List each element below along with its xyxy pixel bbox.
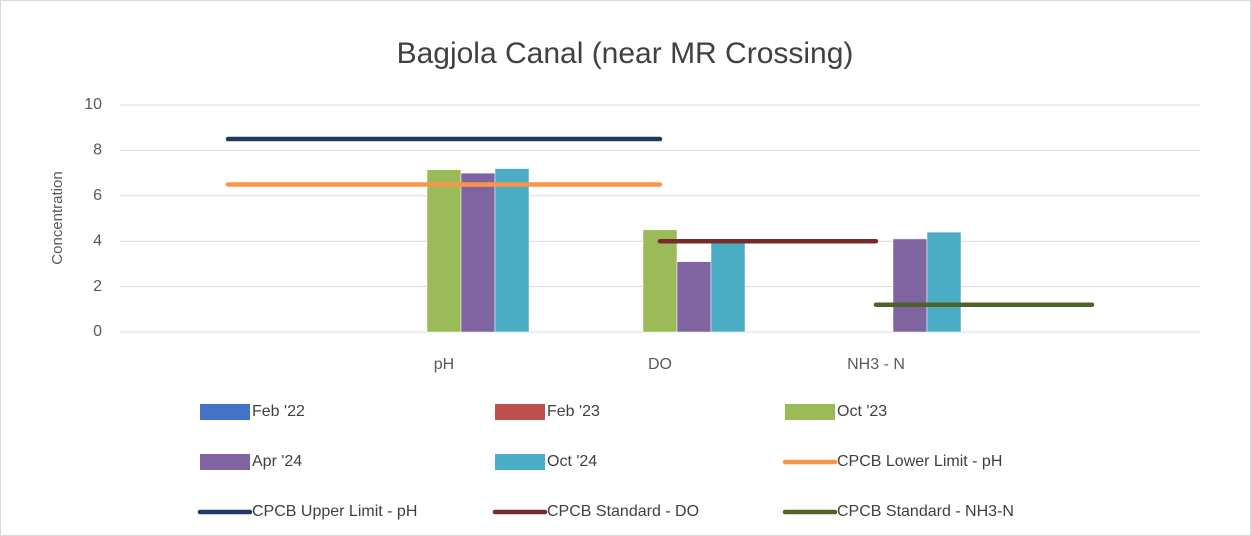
y-tick-label: 10 bbox=[84, 96, 102, 113]
y-tick-label: 4 bbox=[93, 232, 102, 249]
legend-swatch bbox=[495, 454, 545, 470]
legend-swatch bbox=[200, 404, 250, 420]
legend-label: CPCB Standard - NH3-N bbox=[837, 503, 1014, 520]
legend-label: CPCB Standard - DO bbox=[547, 503, 699, 520]
bar bbox=[892, 238, 928, 333]
legend-label: Feb '22 bbox=[252, 403, 305, 420]
y-tick-label: 0 bbox=[93, 323, 102, 340]
y-tick-label: 2 bbox=[93, 278, 102, 295]
x-tick-label: pH bbox=[434, 356, 454, 373]
y-axis-label: Concentration bbox=[49, 171, 66, 264]
bar bbox=[426, 169, 462, 333]
y-tick-label: 8 bbox=[93, 142, 102, 159]
bar bbox=[642, 229, 678, 333]
x-tick-label: DO bbox=[648, 356, 672, 373]
legend-label: Oct '24 bbox=[547, 453, 597, 470]
bar bbox=[710, 240, 746, 333]
legend-label: Apr '24 bbox=[252, 453, 302, 470]
legend-label: CPCB Upper Limit - pH bbox=[252, 503, 417, 520]
legend-swatch bbox=[785, 404, 835, 420]
bar bbox=[926, 231, 962, 333]
legend-swatch bbox=[200, 454, 250, 470]
legend-label: CPCB Lower Limit - pH bbox=[837, 453, 1002, 470]
chart-title: Bagjola Canal (near MR Crossing) bbox=[397, 37, 854, 70]
legend-swatch bbox=[495, 404, 545, 420]
bar bbox=[494, 168, 530, 333]
legend-label: Oct '23 bbox=[837, 403, 887, 420]
y-tick-label: 6 bbox=[93, 187, 102, 204]
bar bbox=[676, 261, 712, 333]
x-tick-label: NH3 - N bbox=[847, 356, 905, 373]
legend-label: Feb '23 bbox=[547, 403, 600, 420]
bar bbox=[460, 172, 496, 333]
